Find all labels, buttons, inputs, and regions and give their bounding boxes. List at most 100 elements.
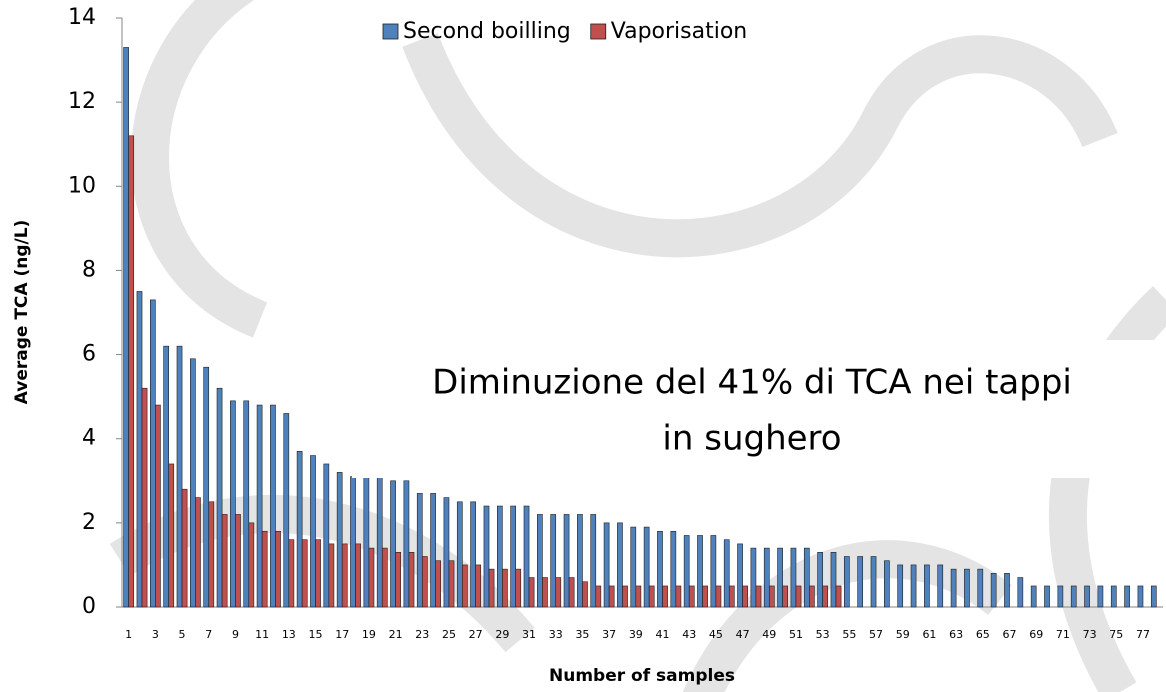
x-tick-label: 1 xyxy=(125,628,132,641)
bar xyxy=(324,464,329,607)
bar xyxy=(542,578,547,607)
bar xyxy=(529,578,534,607)
bar xyxy=(743,586,748,607)
bar xyxy=(591,514,596,607)
bar xyxy=(818,552,823,607)
bar xyxy=(577,514,582,607)
bar xyxy=(823,586,828,607)
x-tick-label: 55 xyxy=(842,628,856,641)
bar xyxy=(471,502,476,607)
bar xyxy=(524,506,529,607)
bar xyxy=(297,451,302,607)
bar xyxy=(1031,586,1036,607)
bar xyxy=(697,535,702,607)
bar xyxy=(609,586,614,607)
bar xyxy=(377,477,382,607)
x-tick-label: 45 xyxy=(709,628,723,641)
bar xyxy=(644,527,649,607)
bar xyxy=(364,477,369,607)
x-tick-label: 71 xyxy=(1056,628,1070,641)
bar xyxy=(302,540,307,607)
bar xyxy=(129,136,134,607)
bar xyxy=(396,552,401,607)
x-tick-label: 51 xyxy=(789,628,803,641)
x-tick-label: 21 xyxy=(389,628,403,641)
bar xyxy=(417,493,422,607)
swirl xyxy=(150,0,260,320)
bar xyxy=(155,405,160,607)
bar xyxy=(671,531,676,607)
bar xyxy=(195,498,200,607)
x-tick-label: 39 xyxy=(629,628,643,641)
y-tick-label: 4 xyxy=(82,426,96,451)
bar xyxy=(409,552,414,607)
bar xyxy=(350,477,355,607)
legend-label: Second boilling xyxy=(403,19,571,44)
bar xyxy=(663,586,668,607)
bar xyxy=(778,548,783,607)
bar xyxy=(275,531,280,607)
legend-label: Vaporisation xyxy=(611,19,748,44)
bar xyxy=(1071,586,1076,607)
bar xyxy=(556,578,561,607)
x-tick-label: 57 xyxy=(869,628,883,641)
annotation-line: in sughero xyxy=(662,419,841,459)
bar xyxy=(502,569,507,607)
x-tick-label: 33 xyxy=(549,628,563,641)
bar xyxy=(249,523,254,607)
bar xyxy=(289,540,294,607)
x-tick-label: 53 xyxy=(816,628,830,641)
bar xyxy=(484,506,489,607)
x-tick-label: 13 xyxy=(282,628,296,641)
bar xyxy=(738,544,743,607)
bar xyxy=(596,586,601,607)
bar xyxy=(436,561,441,607)
bar xyxy=(497,506,502,607)
x-tick-label: 77 xyxy=(1136,628,1150,641)
bar xyxy=(1018,578,1023,607)
bar xyxy=(756,586,761,607)
bar xyxy=(489,569,494,607)
bar xyxy=(836,586,841,607)
bar xyxy=(124,47,129,607)
bar xyxy=(729,586,734,607)
y-tick-label: 0 xyxy=(82,594,96,619)
bar xyxy=(1138,586,1143,607)
bar xyxy=(1004,573,1009,607)
bar xyxy=(516,569,521,607)
bar xyxy=(924,565,929,607)
bar xyxy=(391,481,396,607)
bar xyxy=(551,514,556,607)
bar xyxy=(764,548,769,607)
x-tick-label: 37 xyxy=(602,628,616,641)
bar xyxy=(244,401,249,607)
bar xyxy=(142,388,147,607)
bar xyxy=(991,573,996,607)
x-tick-label: 25 xyxy=(442,628,456,641)
legend: Second boilling Vaporisation xyxy=(383,19,747,44)
bar xyxy=(217,388,222,607)
bar xyxy=(382,548,387,607)
x-tick-label: 29 xyxy=(495,628,509,641)
bar xyxy=(537,514,542,607)
bar xyxy=(257,405,262,607)
x-tick-label: 49 xyxy=(762,628,776,641)
x-tick-label: 73 xyxy=(1083,628,1097,641)
bar xyxy=(462,565,467,607)
bar xyxy=(177,346,182,607)
bar xyxy=(684,535,689,607)
x-tick-label: 67 xyxy=(1003,628,1017,641)
bar xyxy=(230,401,235,607)
bar xyxy=(204,367,209,607)
bar xyxy=(511,506,516,607)
x-tick-label: 35 xyxy=(575,628,589,641)
y-tick-label: 14 xyxy=(68,5,96,30)
x-tick-label: 15 xyxy=(309,628,323,641)
bar xyxy=(636,586,641,607)
bar xyxy=(649,586,654,607)
chart: 0246810121413579111315171921232527293133… xyxy=(0,0,1166,692)
bar xyxy=(476,565,481,607)
bar xyxy=(431,493,436,607)
bar xyxy=(356,544,361,607)
y-tick-label: 8 xyxy=(82,257,96,282)
